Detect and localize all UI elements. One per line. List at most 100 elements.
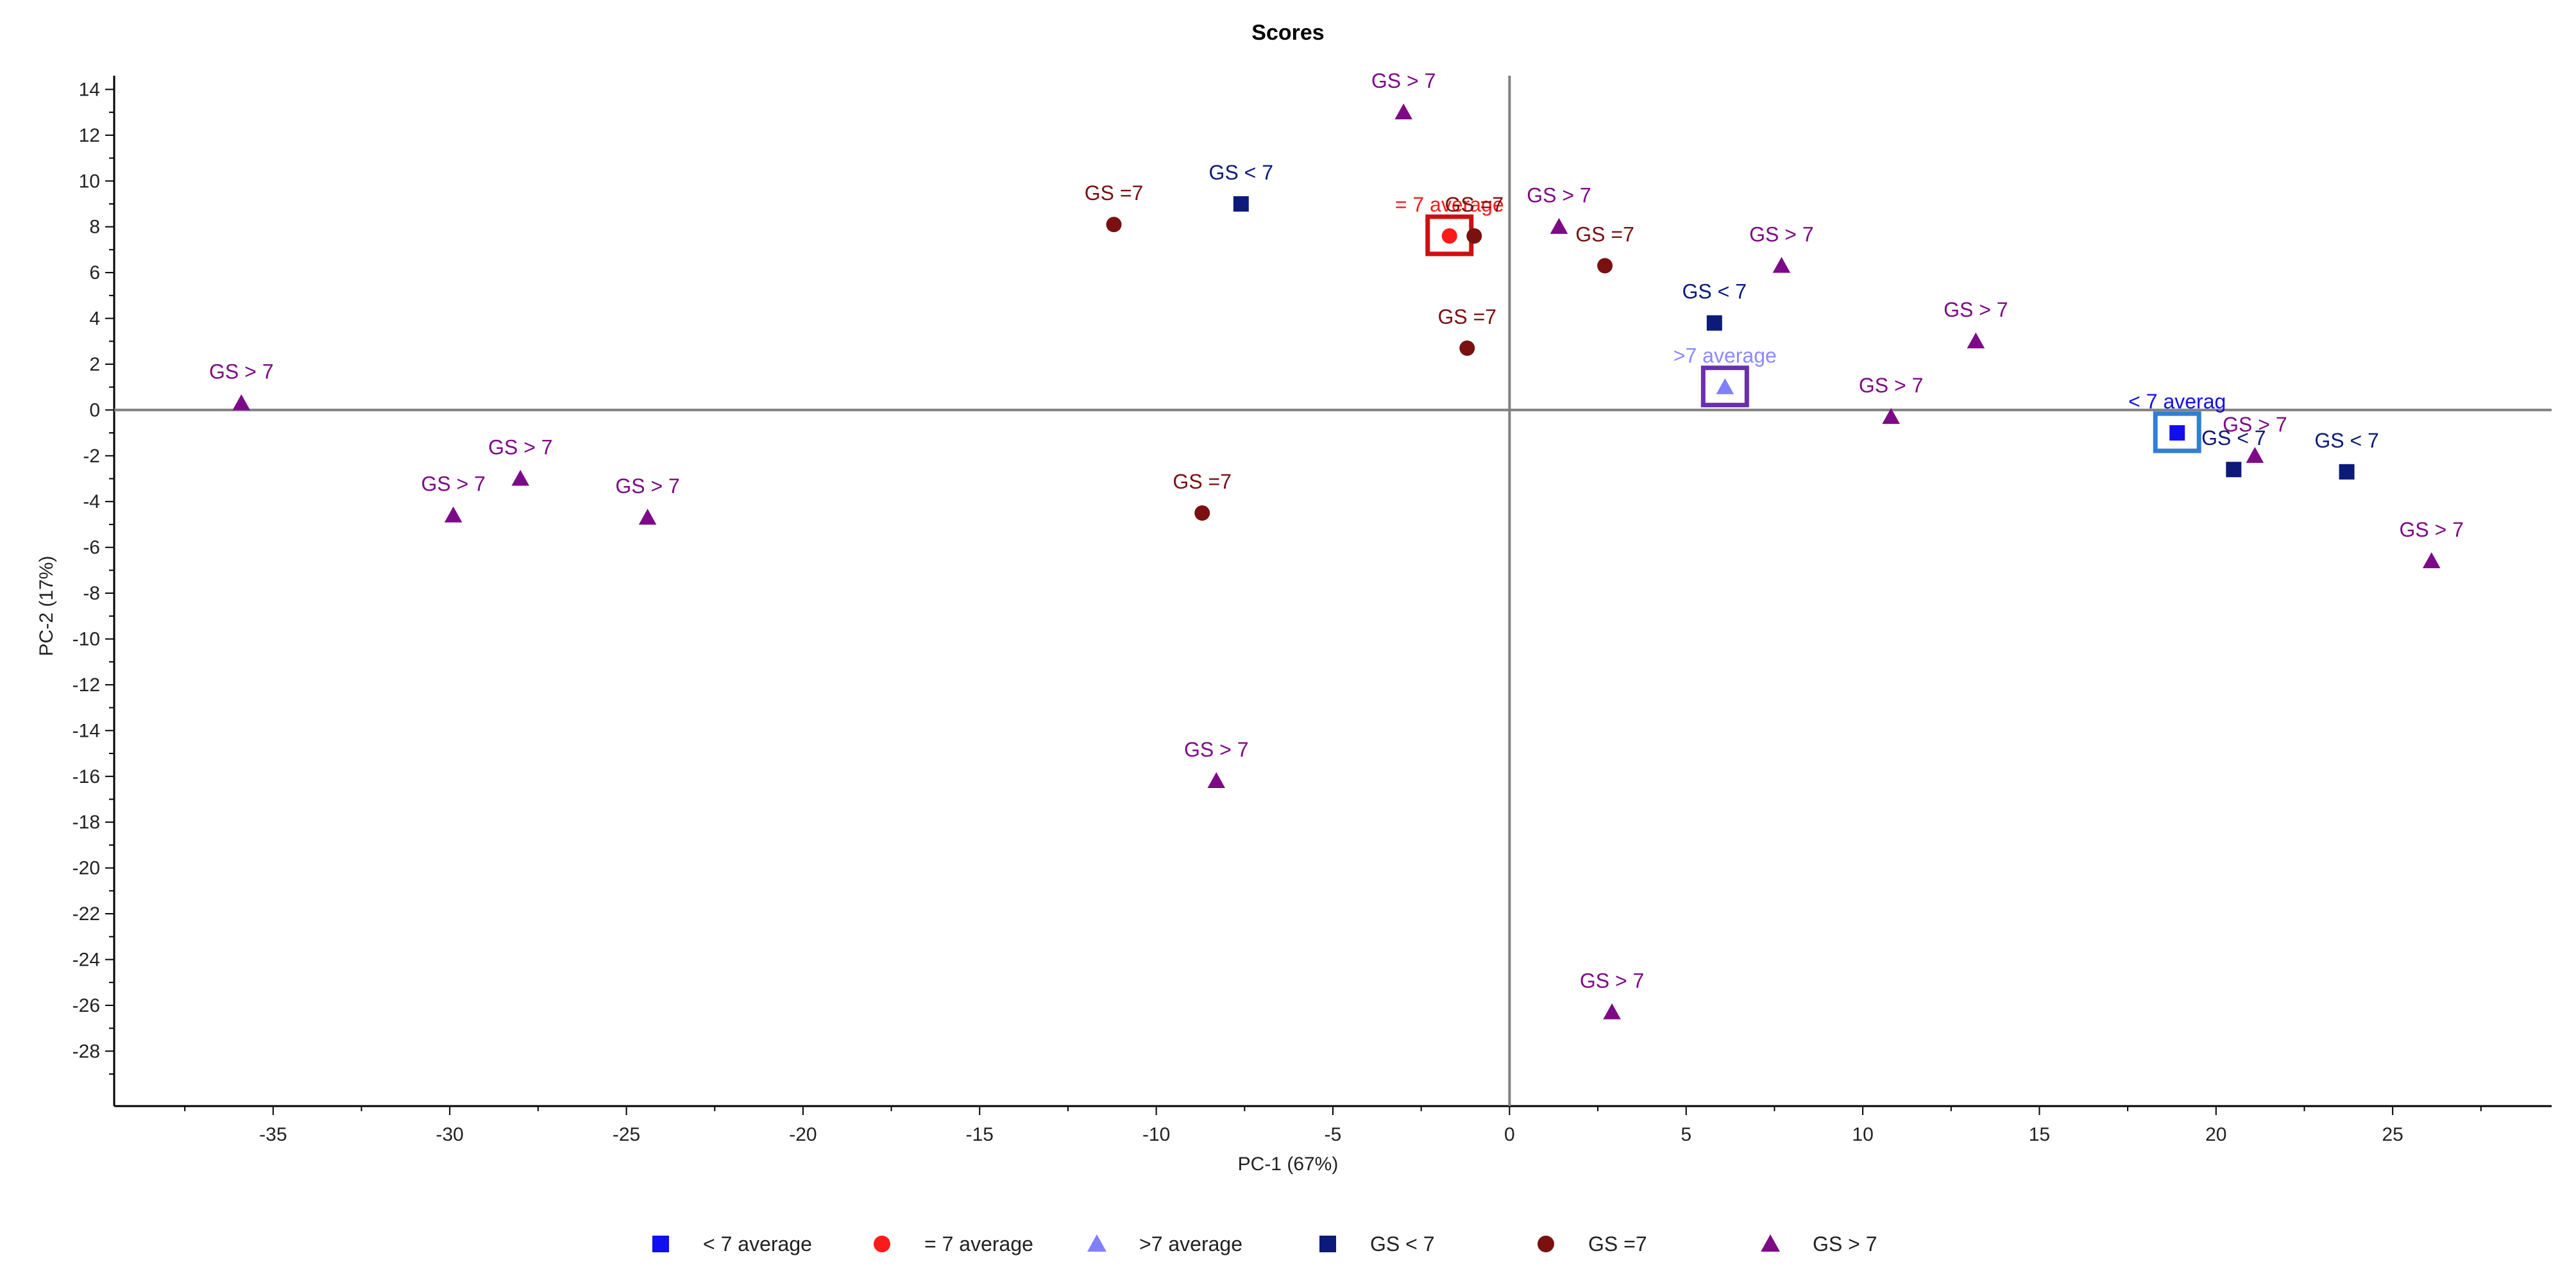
legend-label: GS =7 bbox=[1588, 1232, 1647, 1256]
data-point-triangle bbox=[511, 469, 530, 486]
data-point-label: GS > 7 bbox=[1749, 223, 1814, 246]
legend-label: GS < 7 bbox=[1370, 1232, 1435, 1256]
legend-marker-triangle bbox=[1761, 1234, 1780, 1252]
data-point-label: GS > 7 bbox=[421, 473, 486, 496]
x-axis-label: PC-1 (67%) bbox=[1238, 1154, 1339, 1175]
legend-label: < 7 average bbox=[703, 1232, 812, 1256]
data-point-label: GS =7 bbox=[1445, 193, 1504, 216]
y-tick-label: 4 bbox=[89, 308, 100, 330]
data-point-label: GS < 7 bbox=[1682, 280, 1747, 303]
data-point-triangle bbox=[232, 394, 251, 410]
data-point-label: GS =7 bbox=[1575, 223, 1634, 246]
data-point-circle bbox=[1441, 228, 1457, 244]
y-tick-label: -26 bbox=[72, 995, 100, 1016]
plot-axes: -35 -30 -25 -20 -15 -10 -5 0 5 10 15 20 251412108642… bbox=[72, 76, 2552, 1145]
data-point-triangle bbox=[1603, 1003, 1621, 1020]
data-point-label: GS < 7 bbox=[2201, 426, 2266, 449]
data-point-circle bbox=[1194, 505, 1210, 521]
data-point-triangle bbox=[1882, 408, 1900, 424]
y-axis-label: PC-2 (17%) bbox=[36, 556, 57, 657]
data-point-label: GS > 7 bbox=[1580, 970, 1645, 993]
x-tick-label: 10 bbox=[1852, 1124, 1873, 1145]
data-point-square bbox=[2226, 462, 2242, 478]
data-point-label: GS =7 bbox=[1437, 305, 1496, 328]
chart-legend: < 7 average = 7 average >7 average GS < 7 GS… bbox=[652, 1232, 1877, 1256]
data-point-triangle bbox=[1207, 772, 1226, 788]
data-point-triangle bbox=[1550, 217, 1568, 234]
y-tick-label: 14 bbox=[79, 79, 100, 100]
y-tick-label: -12 bbox=[72, 675, 100, 696]
x-tick-label: -30 bbox=[436, 1124, 464, 1145]
x-tick-label: 25 bbox=[2382, 1124, 2403, 1145]
data-point-square bbox=[1233, 196, 1249, 212]
data-point-label: GS > 7 bbox=[1527, 184, 1591, 207]
data-point-label: < 7 averag bbox=[2128, 390, 2226, 413]
legend-marker-triangle bbox=[1087, 1234, 1106, 1252]
x-tick-label: 0 bbox=[1504, 1124, 1515, 1145]
data-point-label: GS =7 bbox=[1173, 470, 1232, 493]
data-point-label: GS > 7 bbox=[615, 475, 680, 498]
y-tick-label: -28 bbox=[72, 1041, 100, 1062]
data-point-label: GS > 7 bbox=[1859, 374, 1924, 397]
y-tick-label: -22 bbox=[72, 903, 100, 925]
data-point-label: GS > 7 bbox=[209, 360, 274, 383]
data-point-circle bbox=[1106, 217, 1122, 233]
data-point-triangle bbox=[1716, 378, 1734, 394]
legend-marker-circle bbox=[874, 1236, 890, 1252]
data-point-square bbox=[2169, 425, 2185, 441]
data-point-square bbox=[2339, 464, 2355, 480]
x-tick-label: -20 bbox=[789, 1124, 817, 1145]
legend-marker-circle bbox=[1538, 1236, 1554, 1252]
x-tick-label: 15 bbox=[2029, 1124, 2050, 1145]
data-point-label: GS =7 bbox=[1085, 181, 1144, 205]
average-highlight-box bbox=[2153, 411, 2201, 453]
y-tick-label: 10 bbox=[79, 171, 100, 192]
data-point-square bbox=[1706, 315, 1722, 331]
data-point-circle bbox=[1597, 258, 1613, 274]
legend-marker-square bbox=[1319, 1236, 1336, 1252]
data-point-label: GS > 7 bbox=[1944, 298, 2008, 321]
data-point-label: GS > 7 bbox=[2400, 518, 2464, 541]
data-point-triangle bbox=[1967, 332, 1985, 349]
y-tick-label: -14 bbox=[72, 720, 100, 741]
data-point-circle bbox=[1466, 228, 1482, 244]
x-tick-label: -15 bbox=[966, 1124, 994, 1145]
y-tick-label: -20 bbox=[72, 858, 100, 879]
legend-label: >7 average bbox=[1139, 1232, 1242, 1256]
y-tick-label: -8 bbox=[83, 583, 100, 604]
chart-title: Scores bbox=[1251, 21, 1324, 45]
legend-marker-square bbox=[652, 1236, 669, 1252]
y-tick-label: -2 bbox=[83, 446, 100, 467]
data-point-label: GS > 7 bbox=[488, 436, 553, 459]
data-point-triangle bbox=[1394, 103, 1412, 120]
data-point-label: = 7 average bbox=[1395, 193, 1504, 216]
y-tick-label: -24 bbox=[72, 949, 100, 970]
data-point-label: GS < 7 bbox=[1209, 161, 1274, 184]
y-tick-label: 6 bbox=[89, 262, 100, 283]
x-tick-label: 20 bbox=[2205, 1124, 2226, 1145]
x-tick-label: 5 bbox=[1681, 1124, 1691, 1145]
x-tick-label: -35 bbox=[259, 1124, 287, 1145]
data-point-triangle bbox=[1772, 256, 1791, 273]
x-tick-label: -25 bbox=[613, 1124, 640, 1145]
y-tick-label: -4 bbox=[83, 491, 100, 512]
data-point-label: GS < 7 bbox=[2314, 429, 2379, 452]
y-tick-label: -10 bbox=[72, 628, 100, 650]
y-tick-label: 2 bbox=[89, 354, 100, 375]
data-point-triangle bbox=[638, 508, 657, 525]
data-point-triangle bbox=[2422, 552, 2441, 569]
legend-label: = 7 average bbox=[924, 1232, 1033, 1256]
y-tick-label: 12 bbox=[79, 125, 100, 146]
x-tick-label: -10 bbox=[1142, 1124, 1170, 1145]
y-tick-label: -6 bbox=[83, 537, 100, 559]
data-point-label: GS > 7 bbox=[2223, 413, 2287, 436]
y-tick-label: -18 bbox=[72, 812, 100, 833]
data-point-circle bbox=[1459, 340, 1475, 356]
y-tick-label: 0 bbox=[89, 399, 100, 421]
legend-label: GS > 7 bbox=[1813, 1232, 1877, 1256]
data-point-triangle bbox=[444, 506, 462, 523]
data-point-triangle bbox=[2246, 447, 2264, 463]
y-tick-label: 8 bbox=[89, 217, 100, 238]
